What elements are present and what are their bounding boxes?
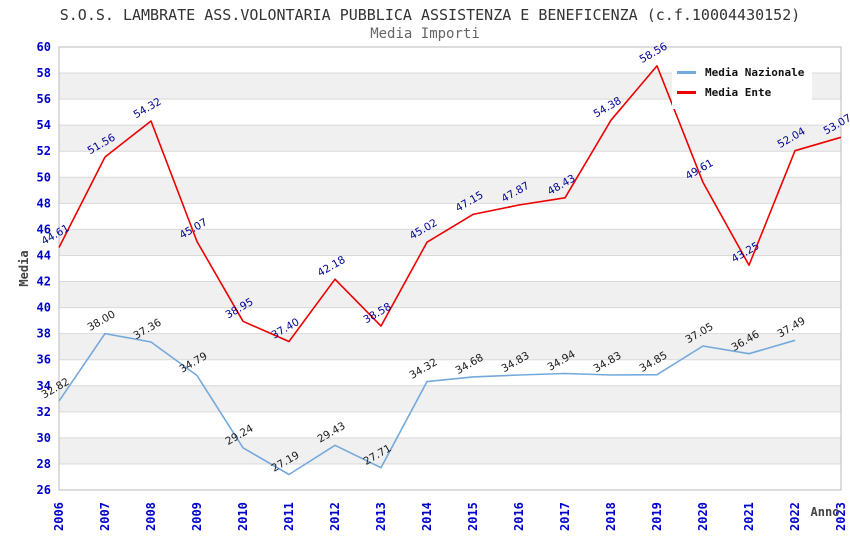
y-tick-label: 60 xyxy=(37,40,51,54)
y-tick-label: 32 xyxy=(37,405,51,419)
y-tick-label: 38 xyxy=(37,327,51,341)
plot-band xyxy=(59,229,841,256)
legend-label: Media Nazionale xyxy=(705,65,805,79)
y-tick-label: 50 xyxy=(37,170,51,184)
x-axis-title: Anno xyxy=(811,505,840,519)
x-tick-label: 2014 xyxy=(420,502,434,531)
x-tick-label: 2009 xyxy=(190,502,204,531)
x-tick-label: 2007 xyxy=(98,502,112,531)
x-tick-label: 2013 xyxy=(374,502,388,531)
plot-band xyxy=(59,437,841,464)
legend-entry-media-ente: Media Ente xyxy=(677,82,812,102)
plot-border xyxy=(58,46,842,491)
x-tick-label: 2008 xyxy=(144,502,158,531)
series-line-media-nazionale xyxy=(58,332,796,476)
x-tick-label: 2011 xyxy=(282,502,296,531)
x-tick-label: 2019 xyxy=(650,502,664,531)
y-tick-label: 48 xyxy=(37,196,51,210)
data-point-label: 38.00 xyxy=(85,308,117,333)
y-tick-label: 30 xyxy=(37,431,51,445)
legend-label: Media Ente xyxy=(705,85,772,99)
x-tick-label: 2010 xyxy=(236,502,250,531)
x-tick-label: 2017 xyxy=(558,502,572,531)
x-tick-label: 2012 xyxy=(328,502,342,531)
plot-band xyxy=(59,281,841,308)
x-tick-label: 2021 xyxy=(742,502,756,531)
y-tick-label: 44 xyxy=(37,248,51,262)
data-point-label: 42.18 xyxy=(315,254,347,279)
plot-band xyxy=(59,385,841,412)
x-tick-label: 2020 xyxy=(696,502,710,531)
plot-band xyxy=(59,177,841,204)
legend-swatch-red-line xyxy=(677,90,696,94)
y-tick-label: 36 xyxy=(37,353,51,367)
x-tick-label: 2018 xyxy=(604,502,618,531)
series-line-media-ente xyxy=(58,65,842,343)
chart-title: S.O.S. LAMBRATE ASS.VOLONTARIA PUBBLICA … xyxy=(59,6,801,24)
y-axis-title: Media xyxy=(17,250,31,286)
legend-swatch-blue-line xyxy=(677,70,696,74)
plot-band xyxy=(59,333,841,360)
y-tick-label: 34 xyxy=(37,379,51,393)
y-tick-label: 26 xyxy=(37,483,51,497)
x-tick-label: 2023 xyxy=(834,502,848,531)
y-tick-label: 56 xyxy=(37,92,51,106)
data-point-label: 58.56 xyxy=(637,40,669,66)
y-tick-label: 54 xyxy=(37,118,51,132)
x-tick-label: 2022 xyxy=(788,502,802,531)
y-tick-label: 40 xyxy=(37,301,51,315)
x-tick-label: 2006 xyxy=(52,502,66,531)
y-tick-label: 46 xyxy=(37,222,51,236)
y-tick-label: 42 xyxy=(37,275,51,289)
x-tick-label: 2016 xyxy=(512,502,526,531)
y-tick-label: 52 xyxy=(37,144,51,158)
x-tick-label: 2015 xyxy=(466,502,480,531)
chart-subtitle: Media Importi xyxy=(370,26,480,42)
y-tick-label: 58 xyxy=(37,66,51,80)
y-tick-label: 28 xyxy=(37,457,51,471)
legend: Media Nazionale Media Ente xyxy=(672,55,812,109)
plot-band xyxy=(59,125,841,152)
legend-entry-media-nazionale: Media Nazionale xyxy=(677,62,812,82)
